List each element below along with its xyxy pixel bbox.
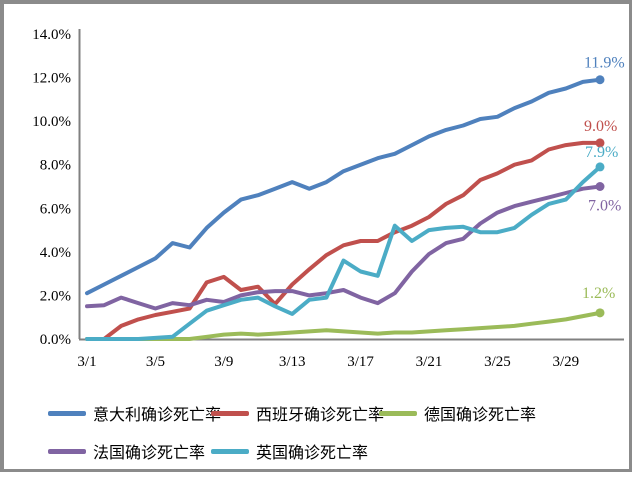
france-line-swatch bbox=[48, 448, 86, 454]
france-end-marker bbox=[595, 181, 605, 191]
uk-line bbox=[85, 164, 602, 341]
spain-value-label: 9.0% bbox=[584, 118, 617, 135]
legend-row-2: 法国确诊死亡率 英国确诊死亡率 bbox=[48, 432, 628, 469]
cfr-line-chart: 0.0% 2.0% 4.0% 6.0% 8.0% 10.0% 12.0% 14.0% 3/1 3/… bbox=[0, 0, 632, 472]
legend-item-uk: 英国确诊死亡率 bbox=[211, 439, 368, 463]
x-tick-label: 3/13 bbox=[279, 354, 306, 370]
legend-label-uk: 英国确诊死亡率 bbox=[256, 443, 369, 462]
uk-line-swatch bbox=[211, 448, 249, 454]
italy-line-swatch bbox=[48, 410, 86, 416]
legend-item-italy: 意大利确诊死亡率 bbox=[48, 401, 221, 425]
uk-end-marker bbox=[595, 162, 605, 172]
x-tick-label: 3/29 bbox=[552, 354, 579, 370]
y-tick-label: 8.0% bbox=[40, 158, 71, 174]
uk-value-label: 7.9% bbox=[585, 144, 618, 161]
legend-item-spain: 西班牙确诊死亡率 bbox=[211, 401, 384, 425]
legend-label-italy: 意大利确诊死亡率 bbox=[93, 405, 222, 424]
plot-area: 0.0% 2.0% 4.0% 6.0% 8.0% 10.0% 12.0% 14.0% 3/1 3/… bbox=[32, 27, 625, 370]
y-tick-label: 6.0% bbox=[40, 201, 71, 217]
y-tick-label: 4.0% bbox=[40, 245, 71, 261]
y-tick-label: 0.0% bbox=[40, 332, 71, 348]
legend-item-france: 法国确诊死亡率 bbox=[48, 439, 211, 463]
y-tick-label: 14.0% bbox=[32, 27, 71, 43]
y-tick-label: 12.0% bbox=[32, 71, 71, 87]
germany-line-swatch bbox=[379, 410, 417, 416]
spain-end-marker bbox=[595, 138, 605, 148]
x-tick-label: 3/21 bbox=[416, 354, 443, 370]
legend-label-france: 法国确诊死亡率 bbox=[93, 443, 206, 462]
legend-label-germany: 德国确诊死亡率 bbox=[424, 405, 537, 424]
spain-line bbox=[85, 140, 602, 341]
germany-end-marker bbox=[595, 308, 605, 318]
legend-label-spain: 西班牙确诊死亡率 bbox=[256, 405, 385, 424]
chart-legend: 意大利确诊死亡率 西班牙确诊死亡率 德国确诊死亡率 法国确诊死亡率 英国确诊死亡… bbox=[48, 394, 628, 469]
y-tick-label: 10.0% bbox=[32, 114, 71, 130]
legend-row-1: 意大利确诊死亡率 西班牙确诊死亡率 德国确诊死亡率 bbox=[48, 394, 628, 432]
germany-line bbox=[85, 310, 602, 341]
y-tick-label: 2.0% bbox=[40, 288, 71, 304]
x-tick-label: 3/9 bbox=[214, 354, 233, 370]
x-tick-label: 3/5 bbox=[146, 354, 165, 370]
france-line bbox=[85, 184, 602, 311]
germany-value-label: 1.2% bbox=[582, 285, 615, 302]
x-tick-label: 3/25 bbox=[484, 354, 511, 370]
italy-line bbox=[85, 77, 602, 296]
france-value-label: 7.0% bbox=[588, 197, 621, 214]
spain-line-swatch bbox=[211, 410, 249, 416]
legend-item-germany: 德国确诊死亡率 bbox=[379, 401, 536, 425]
italy-end-marker bbox=[595, 75, 605, 85]
x-tick-label: 3/1 bbox=[77, 354, 96, 370]
x-tick-label: 3/17 bbox=[347, 354, 374, 370]
italy-value-label: 11.9% bbox=[584, 55, 625, 72]
